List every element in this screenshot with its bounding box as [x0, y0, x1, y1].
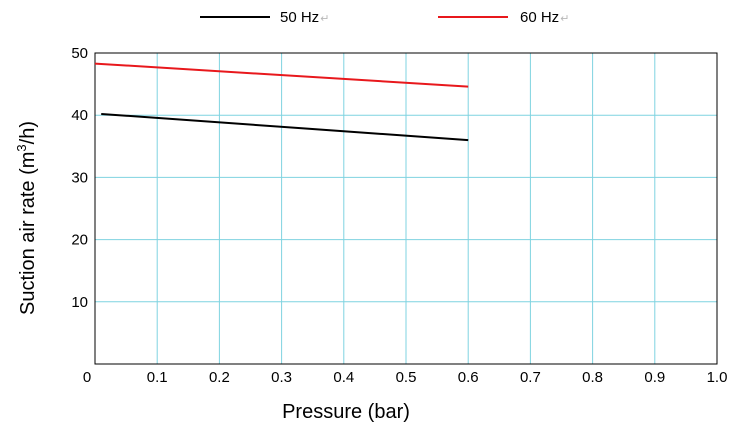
y-tick-label: 30 [71, 169, 88, 186]
x-axis-title: Pressure (bar) [282, 401, 410, 423]
y-tick-label: 20 [71, 232, 88, 249]
x-tick-label: 0.8 [582, 369, 603, 386]
legend: 50 Hz↵ 60 Hz↵ [200, 9, 569, 26]
x-tick-label: 0.3 [271, 369, 292, 386]
svg-text:Suction air rate (m3/h): Suction air rate (m3/h) [14, 121, 39, 315]
y-axis-title-tail: /h) [17, 121, 39, 144]
paragraph-mark: ↵ [320, 13, 329, 25]
y-tick-label: 50 [71, 45, 88, 62]
y-axis-title-main: Suction air rate (m [17, 152, 39, 315]
series-line-60-hz [94, 62, 469, 88]
y-tick-labels: 10 20 30 40 50 [71, 45, 88, 311]
series-line-50-hz [101, 112, 469, 142]
y-tick-label: 10 [71, 294, 88, 311]
legend-label: 60 Hz↵ [520, 9, 569, 26]
y-tick-label: 40 [71, 107, 88, 124]
grid [95, 53, 717, 364]
x-tick-label: 0.9 [644, 369, 665, 386]
x-tick-labels: 0 0.1 0.2 0.3 0.4 0.5 0.6 0.7 0.8 0.9 1.0 [83, 369, 728, 386]
x-tick-label: 0 [83, 369, 91, 386]
plot-frame [94, 52, 718, 365]
x-tick-label: 0.4 [333, 369, 354, 386]
paragraph-mark: ↵ [560, 13, 569, 25]
x-tick-label: 0.2 [209, 369, 230, 386]
y-axis-title-sup: 3 [14, 144, 29, 151]
legend-label: 50 Hz↵ [280, 9, 329, 26]
y-axis-title: Suction air rate (m3/h) [14, 121, 39, 315]
series-group [94, 62, 469, 142]
x-tick-label: 1.0 [707, 369, 728, 386]
x-tick-label: 0.5 [396, 369, 417, 386]
x-tick-label: 0.7 [520, 369, 541, 386]
x-tick-label: 0.1 [147, 369, 168, 386]
x-tick-label: 0.6 [458, 369, 479, 386]
